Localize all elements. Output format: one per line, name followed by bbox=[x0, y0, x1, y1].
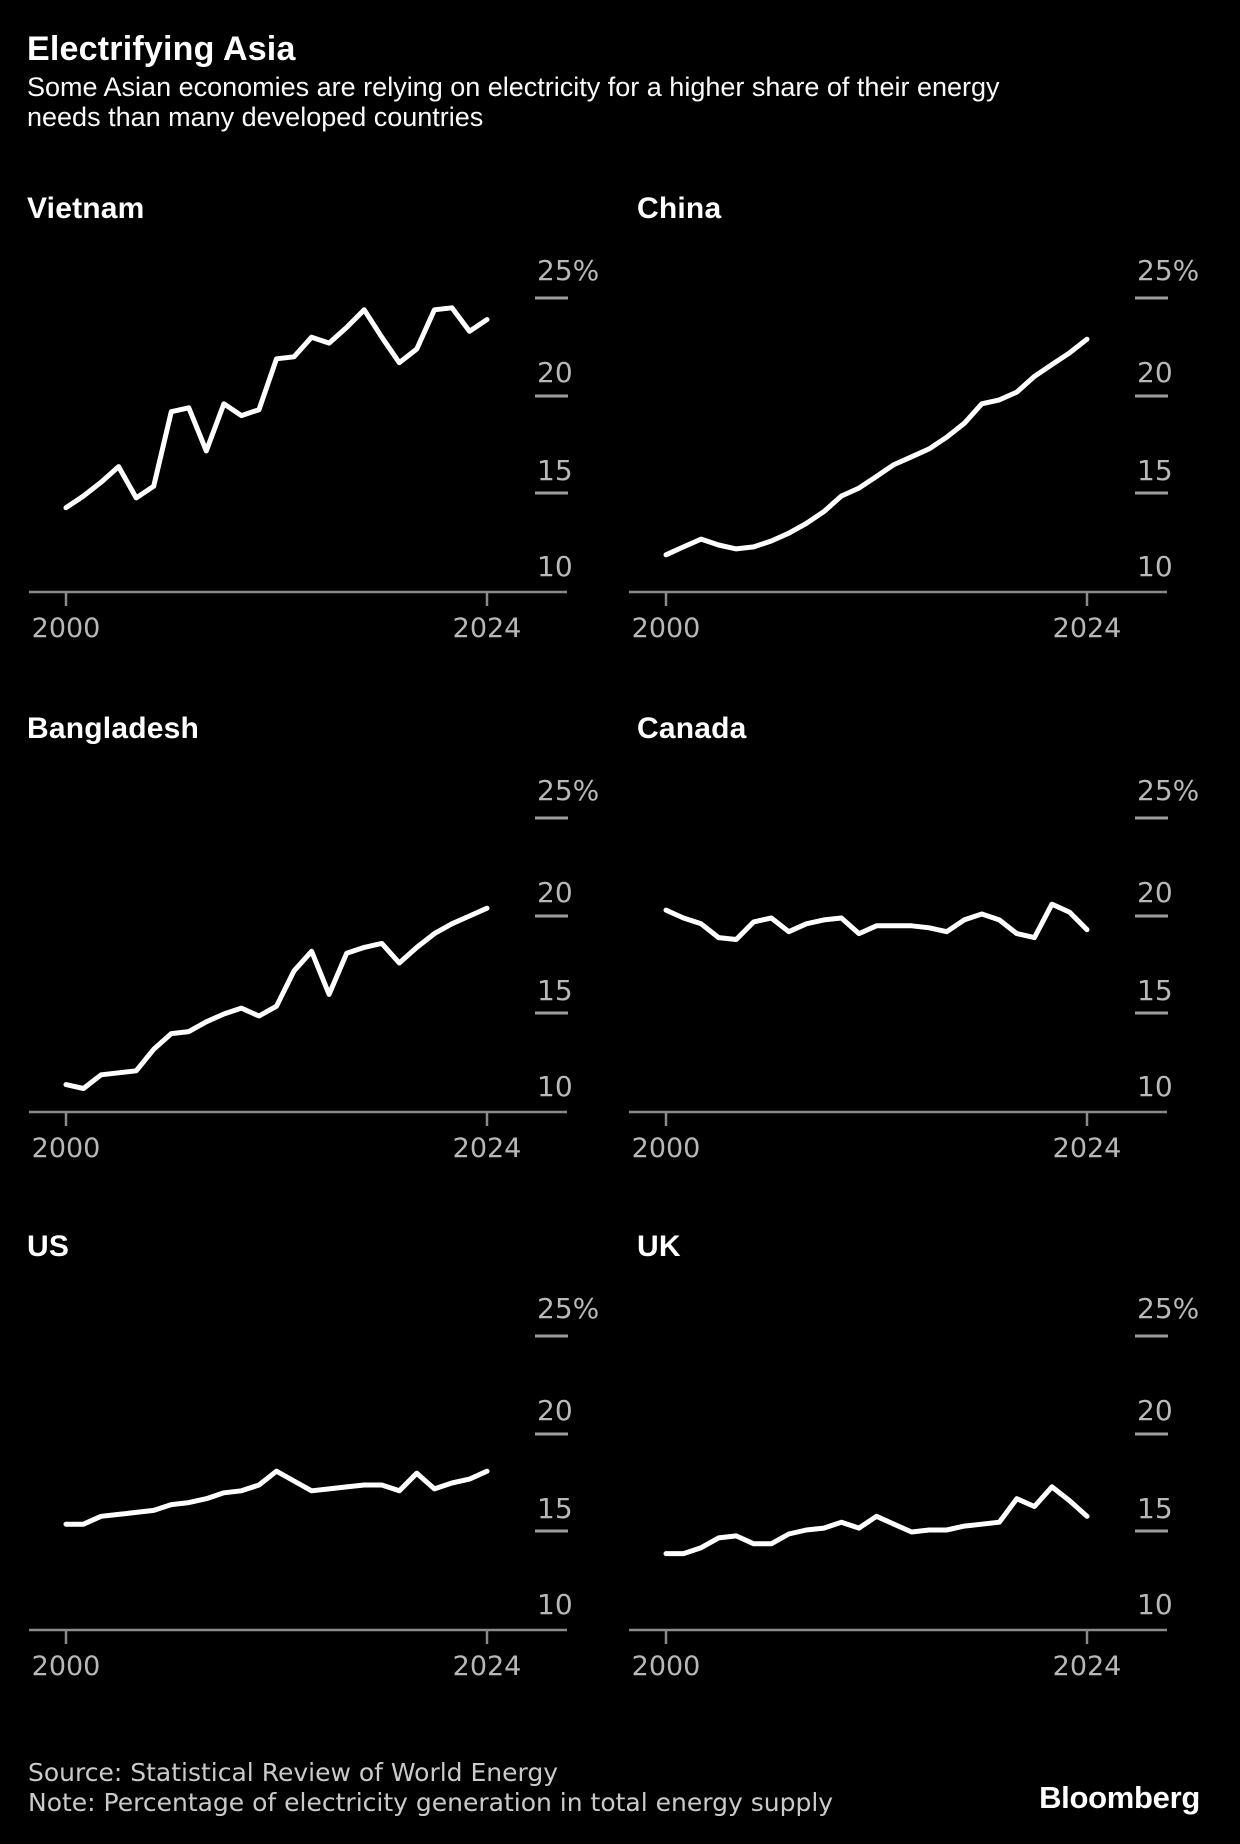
panel-china: 25% 20 15 10 2000 2024 China bbox=[623, 190, 1209, 652]
y-axis-label-20: 20 bbox=[1137, 356, 1173, 389]
y-axis-label-25: 25% bbox=[1137, 1292, 1199, 1325]
y-axis-label-20: 20 bbox=[537, 356, 573, 389]
x-axis-label-2000: 2000 bbox=[632, 613, 701, 644]
y-axis-label-15: 15 bbox=[1137, 454, 1173, 487]
panel-title-us: US bbox=[27, 1230, 70, 1263]
chart-vietnam: 25% 20 15 10 2000 2024 bbox=[29, 254, 599, 644]
panel-bangladesh: 25% 20 15 10 2000 2024 Bangladesh bbox=[23, 710, 609, 1172]
y-axis-label-15: 15 bbox=[537, 1492, 573, 1525]
x-axis-label-2000: 2000 bbox=[32, 613, 101, 644]
x-axis-label-2024: 2024 bbox=[453, 1651, 522, 1682]
y-axis-label-15: 15 bbox=[1137, 974, 1173, 1007]
y-axis-label-15: 15 bbox=[537, 974, 573, 1007]
panel-uk: 25% 20 15 10 2000 2024 UK bbox=[623, 1228, 1209, 1690]
x-axis-label-2024: 2024 bbox=[1053, 1133, 1122, 1164]
x-axis-label-2000: 2000 bbox=[632, 1133, 701, 1164]
line-china bbox=[663, 336, 1090, 558]
chart-canada: 25% 20 15 10 2000 2024 bbox=[629, 774, 1199, 1164]
source-note: Source: Statistical Review of World Ener… bbox=[28, 1758, 559, 1787]
y-axis-label-10: 10 bbox=[537, 550, 573, 583]
methodology-note: Note: Percentage of electricity generati… bbox=[28, 1788, 834, 1817]
line-bangladesh bbox=[63, 905, 490, 1091]
bloomberg-logo: Bloomberg bbox=[1039, 1780, 1200, 1815]
page-title: Electrifying Asia bbox=[27, 30, 296, 68]
y-axis-label-20: 20 bbox=[537, 1394, 573, 1427]
y-axis-label-10: 10 bbox=[1137, 1070, 1173, 1103]
y-axis-label-15: 15 bbox=[1137, 1492, 1173, 1525]
chart-uk: 25% 20 15 10 2000 2024 bbox=[629, 1292, 1199, 1682]
x-axis-label-2000: 2000 bbox=[32, 1133, 101, 1164]
x-axis-label-2024: 2024 bbox=[1053, 1651, 1122, 1682]
panel-title-bangladesh: Bangladesh bbox=[27, 712, 200, 745]
y-axis-label-20: 20 bbox=[1137, 876, 1173, 909]
chart-us: 25% 20 15 10 2000 2024 bbox=[29, 1292, 599, 1682]
panel-title-vietnam: Vietnam bbox=[27, 192, 145, 225]
line-vietnam bbox=[63, 305, 490, 511]
y-axis-label-10: 10 bbox=[1137, 1588, 1173, 1621]
y-axis-label-10: 10 bbox=[537, 1588, 573, 1621]
x-axis-label-2024: 2024 bbox=[1053, 613, 1122, 644]
x-axis-label-2000: 2000 bbox=[632, 1651, 701, 1682]
panel-title-china: China bbox=[637, 192, 722, 225]
x-axis-label-2024: 2024 bbox=[453, 613, 522, 644]
line-us bbox=[63, 1468, 490, 1527]
y-axis-label-20: 20 bbox=[537, 876, 573, 909]
y-axis-label-25: 25% bbox=[537, 254, 599, 287]
y-axis-label-10: 10 bbox=[1137, 550, 1173, 583]
y-axis-label-20: 20 bbox=[1137, 1394, 1173, 1427]
y-axis-label-10: 10 bbox=[537, 1070, 573, 1103]
chart-china: 25% 20 15 10 2000 2024 bbox=[629, 254, 1199, 644]
panel-title-canada: Canada bbox=[637, 712, 747, 745]
panel-canada: 25% 20 15 10 2000 2024 Canada bbox=[623, 710, 1209, 1172]
panel-us: 25% 20 15 10 2000 2024 US bbox=[23, 1228, 609, 1690]
panel-title-uk: UK bbox=[637, 1230, 681, 1263]
x-axis-label-2024: 2024 bbox=[453, 1133, 522, 1164]
line-canada bbox=[663, 901, 1090, 942]
panel-vietnam: 25% 20 15 10 2000 2024 Vietnam bbox=[23, 190, 609, 652]
x-axis-label-2000: 2000 bbox=[32, 1651, 101, 1682]
line-uk bbox=[663, 1484, 1090, 1557]
y-axis-label-15: 15 bbox=[537, 454, 573, 487]
chart-subtitle: Some Asian economies are relying on elec… bbox=[27, 72, 1000, 132]
y-axis-label-25: 25% bbox=[1137, 774, 1199, 807]
y-axis-label-25: 25% bbox=[1137, 254, 1199, 287]
y-axis-label-25: 25% bbox=[537, 1292, 599, 1325]
y-axis-label-25: 25% bbox=[537, 774, 599, 807]
chart-bangladesh: 25% 20 15 10 2000 2024 bbox=[29, 774, 599, 1164]
